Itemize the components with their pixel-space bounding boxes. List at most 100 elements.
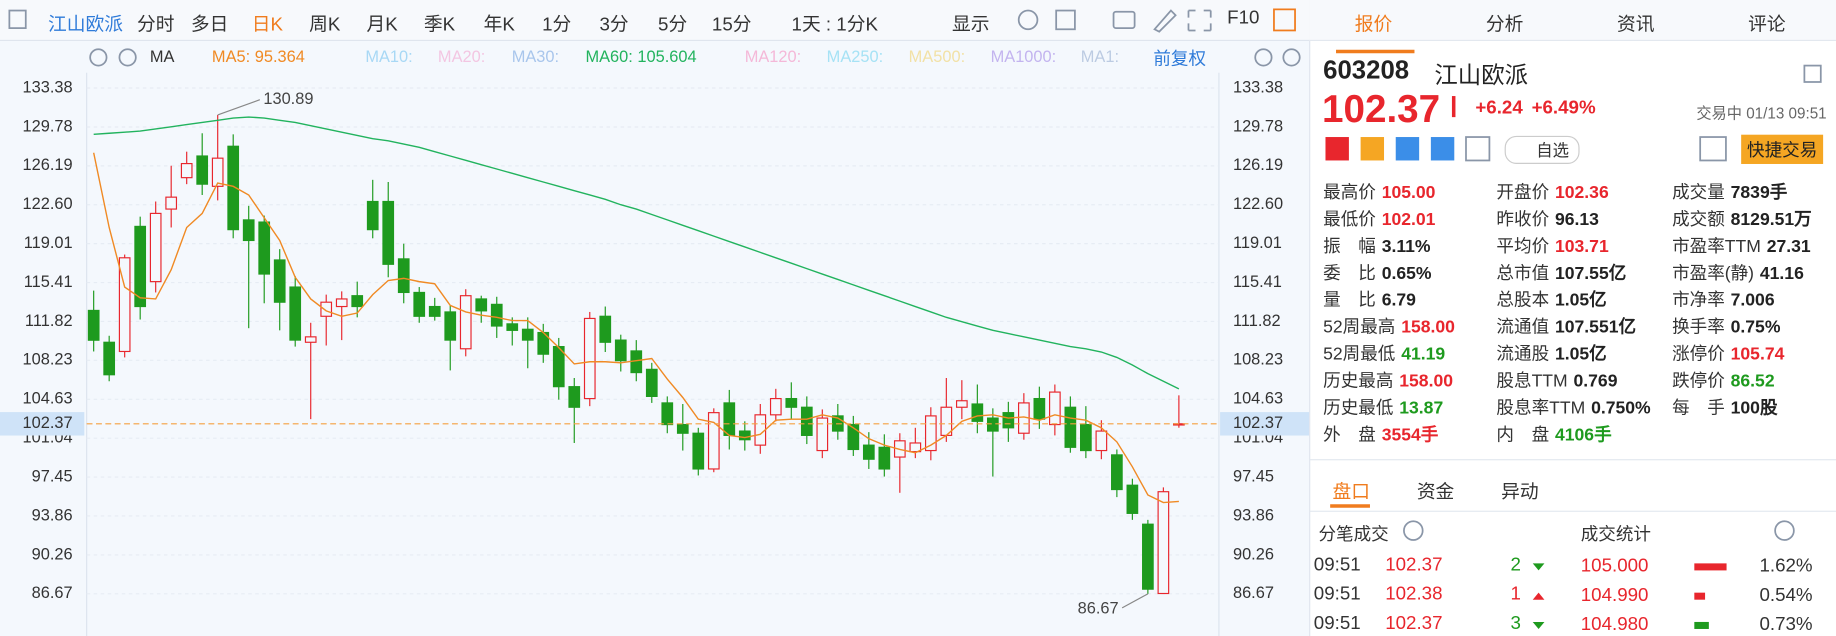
candle-body: [335, 298, 348, 308]
toolbar-item[interactable]: 1天 : 1分K: [791, 15, 878, 36]
adjust-button[interactable]: 前复权: [1153, 49, 1207, 70]
panel-tab[interactable]: 评论: [1748, 15, 1786, 36]
candle-body: [289, 286, 302, 341]
candle-body: [196, 155, 209, 185]
stat-value: 3.11%: [1381, 236, 1431, 257]
stat-item: 每 手 100股: [1672, 395, 1777, 420]
indicator-item[interactable]: MA20:: [437, 46, 486, 66]
stat-value: 27.31: [1766, 236, 1811, 257]
stat-label: 外 盘: [1323, 425, 1376, 446]
stat-label: 涨停价: [1672, 344, 1725, 365]
stat-label: 股息率TTM: [1496, 398, 1586, 419]
candle-body: [459, 295, 472, 350]
panel-tab[interactable]: 分析: [1485, 15, 1524, 36]
stat-value: 103.71: [1555, 236, 1609, 257]
toolbar-item[interactable]: 江山欧派: [48, 15, 123, 36]
stat-value: 4106手: [1555, 425, 1612, 446]
candle-body: [661, 402, 674, 426]
candle-body: [862, 444, 875, 460]
stat-pct: 0.73%: [1759, 614, 1813, 635]
candle-body: [366, 200, 379, 231]
stat-value: 41.19: [1401, 344, 1446, 365]
indicator-item[interactable]: MA120:: [744, 46, 802, 66]
toolbar-item[interactable]: 显示: [951, 15, 990, 36]
stat-value: 158.00: [1401, 317, 1455, 338]
candle-body: [800, 406, 813, 436]
stat-price: 104.980: [1580, 614, 1649, 635]
stat-label: 52周最低: [1323, 344, 1396, 365]
panel-tab[interactable]: 资金: [1416, 482, 1455, 503]
indicator-item[interactable]: MA1000:: [990, 46, 1057, 66]
toolbar-item[interactable]: 周K: [309, 15, 341, 36]
candle-body: [754, 414, 767, 446]
indicator-item[interactable]: MA500:: [908, 46, 966, 66]
icon: [89, 48, 108, 67]
indicator-item[interactable]: MA10:: [365, 46, 413, 66]
trade-button[interactable]: 快捷交易: [1741, 134, 1824, 164]
stat-value: 41.16: [1759, 263, 1804, 284]
y-tick-label: 108.23: [1233, 351, 1283, 369]
stat-value: 1.05亿: [1555, 290, 1607, 311]
stat-label: 市净率: [1672, 290, 1725, 311]
candle-body: [258, 221, 271, 275]
toolbar-item[interactable]: 日K: [251, 15, 283, 36]
trade-volume: 2: [1510, 555, 1521, 576]
candle-body: [413, 291, 426, 317]
indicator-item[interactable]: MA1:: [1080, 46, 1120, 66]
candle-body: [506, 323, 519, 331]
candle-body: [645, 368, 658, 397]
stat-label: 换手率: [1672, 317, 1725, 338]
y-tick-label: 119.01: [24, 234, 73, 252]
stat-value: 0.65%: [1381, 263, 1432, 284]
candle-body: [103, 341, 116, 376]
toolbar-item[interactable]: 多日: [190, 15, 229, 36]
y-tick-label: 129.78: [23, 117, 73, 135]
toolbar-item[interactable]: 1分: [542, 15, 572, 36]
stat-label: 开盘价: [1496, 182, 1550, 203]
stat-label: 昨收价: [1496, 209, 1550, 230]
indicator-item[interactable]: MA250:: [826, 46, 884, 66]
indicator-item[interactable]: MA30:: [511, 46, 560, 66]
toolbar-item[interactable]: F10: [1227, 8, 1260, 29]
candle-body: [1080, 423, 1092, 452]
stat-label: 历史最低: [1323, 398, 1394, 419]
y-tick-label: 86.67: [1233, 584, 1274, 602]
toolbar-item[interactable]: 5分: [658, 15, 688, 36]
stat-item: 52周最高 158.00: [1323, 314, 1455, 339]
toolbar-item[interactable]: 分时: [136, 15, 175, 36]
panel-tab[interactable]: 报价: [1354, 15, 1393, 36]
icon: [1055, 9, 1076, 31]
section-title: 成交统计: [1580, 524, 1652, 545]
y-tick-label: 119.01: [1233, 234, 1282, 252]
indicator-label[interactable]: MA: [149, 46, 175, 66]
panel-tab[interactable]: 盘口: [1332, 482, 1370, 503]
stat-label: 委 比: [1323, 263, 1376, 284]
y-tick-label: 93.86: [32, 506, 73, 524]
toolbar-item[interactable]: 年K: [483, 15, 515, 36]
stat-item: 最低价 102.01: [1323, 206, 1435, 231]
annotation-line: [217, 99, 261, 116]
watch-button[interactable]: 自选: [1504, 135, 1580, 164]
stat-item: 委 比 0.65%: [1323, 260, 1431, 285]
toolbar-item[interactable]: 15分: [711, 15, 752, 36]
indicator-item[interactable]: MA5: 95.364: [211, 46, 305, 66]
candle-body: [568, 386, 581, 408]
stat-item: 成交量 7839手: [1672, 179, 1787, 204]
icon: [1325, 137, 1349, 161]
price-tag: [1220, 412, 1310, 436]
y-tick-label: 115.41: [1233, 273, 1282, 291]
stat-item: 昨收价 96.13: [1496, 206, 1599, 231]
toolbar-item[interactable]: 3分: [599, 15, 629, 36]
candle-body: [1157, 491, 1170, 595]
candle-body: [211, 157, 224, 187]
toolbar-item[interactable]: 月K: [366, 15, 398, 36]
y-tick-label: 104.63: [23, 390, 73, 408]
indicator-item[interactable]: MA60: 105.604: [585, 46, 697, 66]
panel-tab[interactable]: 异动: [1501, 482, 1539, 503]
panel-tab[interactable]: 资讯: [1617, 15, 1655, 36]
tab-bar: [1309, 0, 1836, 41]
stat-item: 流通值 107.551亿: [1496, 314, 1636, 339]
toolbar-item[interactable]: 季K: [423, 15, 456, 36]
stat-label: 市盈率(静): [1672, 263, 1755, 284]
